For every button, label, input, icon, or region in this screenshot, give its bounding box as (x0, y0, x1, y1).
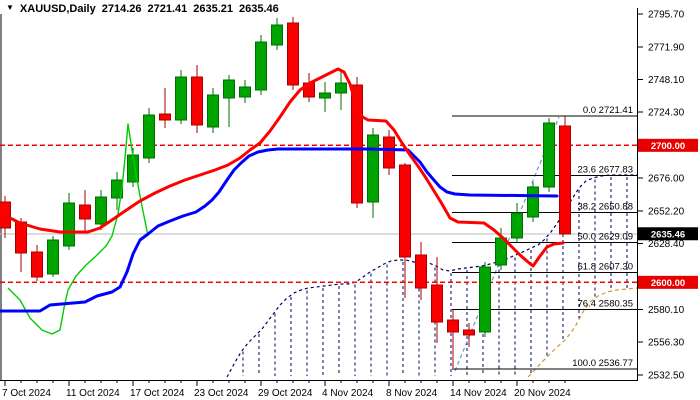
fib-level-label: 38.2 2650.88 (578, 202, 633, 213)
candle-body (191, 76, 203, 126)
fib-level-label: 50.0 2629.09 (578, 231, 633, 242)
ohlc-low: 2635.21 (193, 2, 234, 15)
date-label: 8 Nov 2024 (386, 388, 438, 399)
trend-dashed-line[interactable] (454, 116, 560, 372)
dropdown-triangle-icon: ▼ (6, 3, 14, 12)
candle-body (287, 22, 299, 86)
candles[interactable] (0, 16, 571, 368)
candle-body (543, 122, 555, 188)
candle-body (511, 212, 523, 239)
navy-dashed-curve (226, 174, 637, 378)
ohlc-close: 2635.46 (239, 2, 279, 15)
fib-level-label: 23.6 2677.83 (578, 165, 633, 176)
candle-body (143, 114, 155, 159)
ohlc-open: 2714.26 (101, 2, 142, 15)
candle-body (175, 76, 187, 121)
price-axis-label: 2580.10 (648, 305, 685, 316)
price-axis-label: 2724.30 (648, 108, 685, 119)
fib-level-label: 76.4 2580.35 (578, 298, 633, 309)
fib-level-label: 100.0 2536.77 (572, 358, 633, 369)
chart-title: ▼ XAUUSD,Daily 2714.26 2721.41 2635.21 2635.4… (6, 2, 279, 15)
zigzag-line (7, 123, 149, 335)
candle-body (319, 92, 331, 99)
candle-body (159, 113, 171, 121)
current-price-badge-label: 2635.46 (651, 229, 685, 240)
fib-level-label: 61.8 2607.30 (578, 261, 633, 272)
candle-body (367, 134, 379, 203)
candle-body (95, 196, 107, 225)
candle-body (479, 266, 491, 333)
candle-body (527, 186, 539, 218)
ma-fast-line (0, 67, 565, 268)
candle-body (559, 125, 571, 235)
candle-body (47, 239, 59, 275)
price-axis-label: 2652.20 (648, 206, 685, 217)
candle-body (415, 254, 427, 289)
candle-body (15, 221, 27, 254)
price-axis-label: 2556.30 (648, 338, 685, 349)
candle-body (271, 24, 283, 46)
orange-dashed-curve (527, 287, 638, 378)
time-axis[interactable]: 7 Oct 2024 11 Oct 2024 17 Oct 2024 23 Oct 2… (2, 381, 571, 399)
candle-body (63, 202, 75, 247)
price-axis-label: 2771.90 (648, 42, 685, 53)
level-price-badge-label: 2700.00 (651, 141, 685, 152)
candle-body (207, 94, 219, 128)
ma-slow-line (0, 147, 559, 313)
candle-body (399, 164, 411, 258)
price-axis-label: 2676.00 (648, 174, 685, 185)
price-axis-label: 2628.40 (648, 239, 685, 250)
candle-body (463, 329, 475, 336)
fib-level-label: 0.0 2721.41 (583, 105, 633, 116)
candle-body (495, 237, 507, 266)
price-axis-label: 2748.10 (648, 75, 685, 86)
candle-body (239, 86, 251, 98)
date-label: 17 Oct 2024 (130, 388, 185, 399)
candle-body (79, 204, 91, 220)
date-label: 11 Oct 2024 (66, 388, 120, 399)
price-axis-label: 2532.50 (648, 370, 685, 381)
candle-body (431, 284, 443, 323)
symbol-period-label: XAUUSD,Daily (19, 2, 96, 15)
level-price-badge (638, 138, 698, 152)
date-label: 20 Nov 2024 (514, 388, 571, 399)
date-label: 7 Oct 2024 (2, 388, 51, 399)
candle-body (31, 251, 43, 278)
candle-body (351, 84, 363, 204)
candle-body (255, 41, 267, 91)
date-label: 23 Oct 2024 (194, 388, 249, 399)
ohlc-high: 2721.41 (147, 2, 188, 15)
price-axis[interactable]: 2795.70 2771.90 2748.10 2724.30 2676.00 2652.… (638, 10, 698, 382)
date-label: 4 Nov 2024 (322, 388, 374, 399)
candle-body (447, 319, 459, 333)
level-price-badge (638, 275, 698, 289)
level-price-badge-label: 2600.00 (651, 278, 685, 289)
current-price-badge (638, 227, 698, 241)
candle-body (383, 136, 395, 169)
date-label: 14 Nov 2024 (450, 388, 507, 399)
price-axis-label: 2795.70 (648, 10, 685, 21)
candle-body (223, 79, 235, 99)
candle-body (335, 82, 347, 94)
date-label: 29 Oct 2024 (258, 388, 313, 399)
